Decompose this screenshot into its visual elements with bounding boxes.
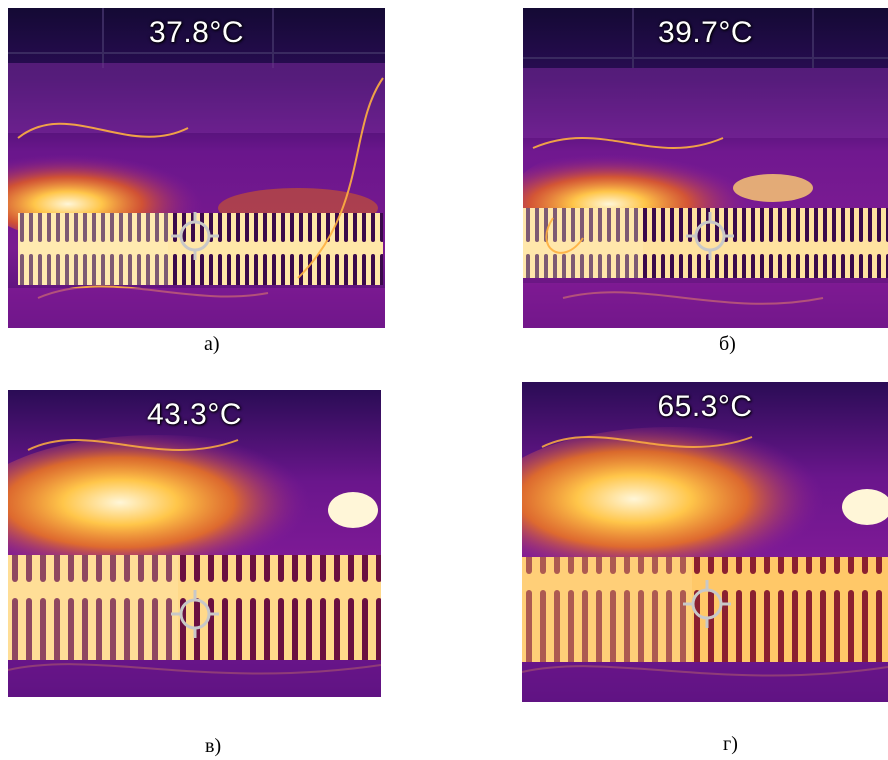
- caption-b: б): [719, 333, 736, 355]
- caption-a: а): [204, 333, 220, 355]
- temperature-readout: 43.3°C: [146, 398, 243, 431]
- thermal-image-g: 65.3°C: [522, 382, 888, 702]
- thermal-scene-v: [8, 390, 381, 697]
- caption-v: в): [205, 735, 222, 757]
- crosshair-icon: [171, 590, 219, 638]
- thermal-scene-a: [8, 8, 385, 328]
- temperature-readout: 37.8°C: [148, 16, 245, 49]
- caption-g: г): [723, 733, 738, 755]
- thermal-scene-b: [523, 8, 888, 328]
- crosshair-icon: [686, 212, 734, 260]
- temperature-readout: 39.7°C: [657, 16, 754, 49]
- thermal-image-b: 39.7°C: [523, 8, 888, 328]
- crosshair-icon: [683, 580, 731, 628]
- thermal-image-a: 37.8°C: [8, 8, 385, 328]
- thermal-image-v: 43.3°C: [8, 390, 381, 697]
- crosshair-icon: [171, 212, 219, 260]
- temperature-readout: 65.3°C: [657, 390, 753, 423]
- thermal-scene-g: [522, 382, 888, 702]
